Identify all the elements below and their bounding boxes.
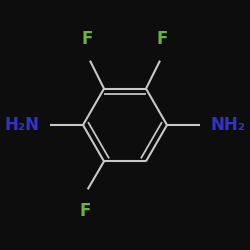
Text: F: F [82, 30, 93, 48]
Text: F: F [80, 202, 91, 220]
Text: F: F [157, 30, 168, 48]
Text: NH₂: NH₂ [210, 116, 245, 134]
Text: H₂N: H₂N [5, 116, 40, 134]
